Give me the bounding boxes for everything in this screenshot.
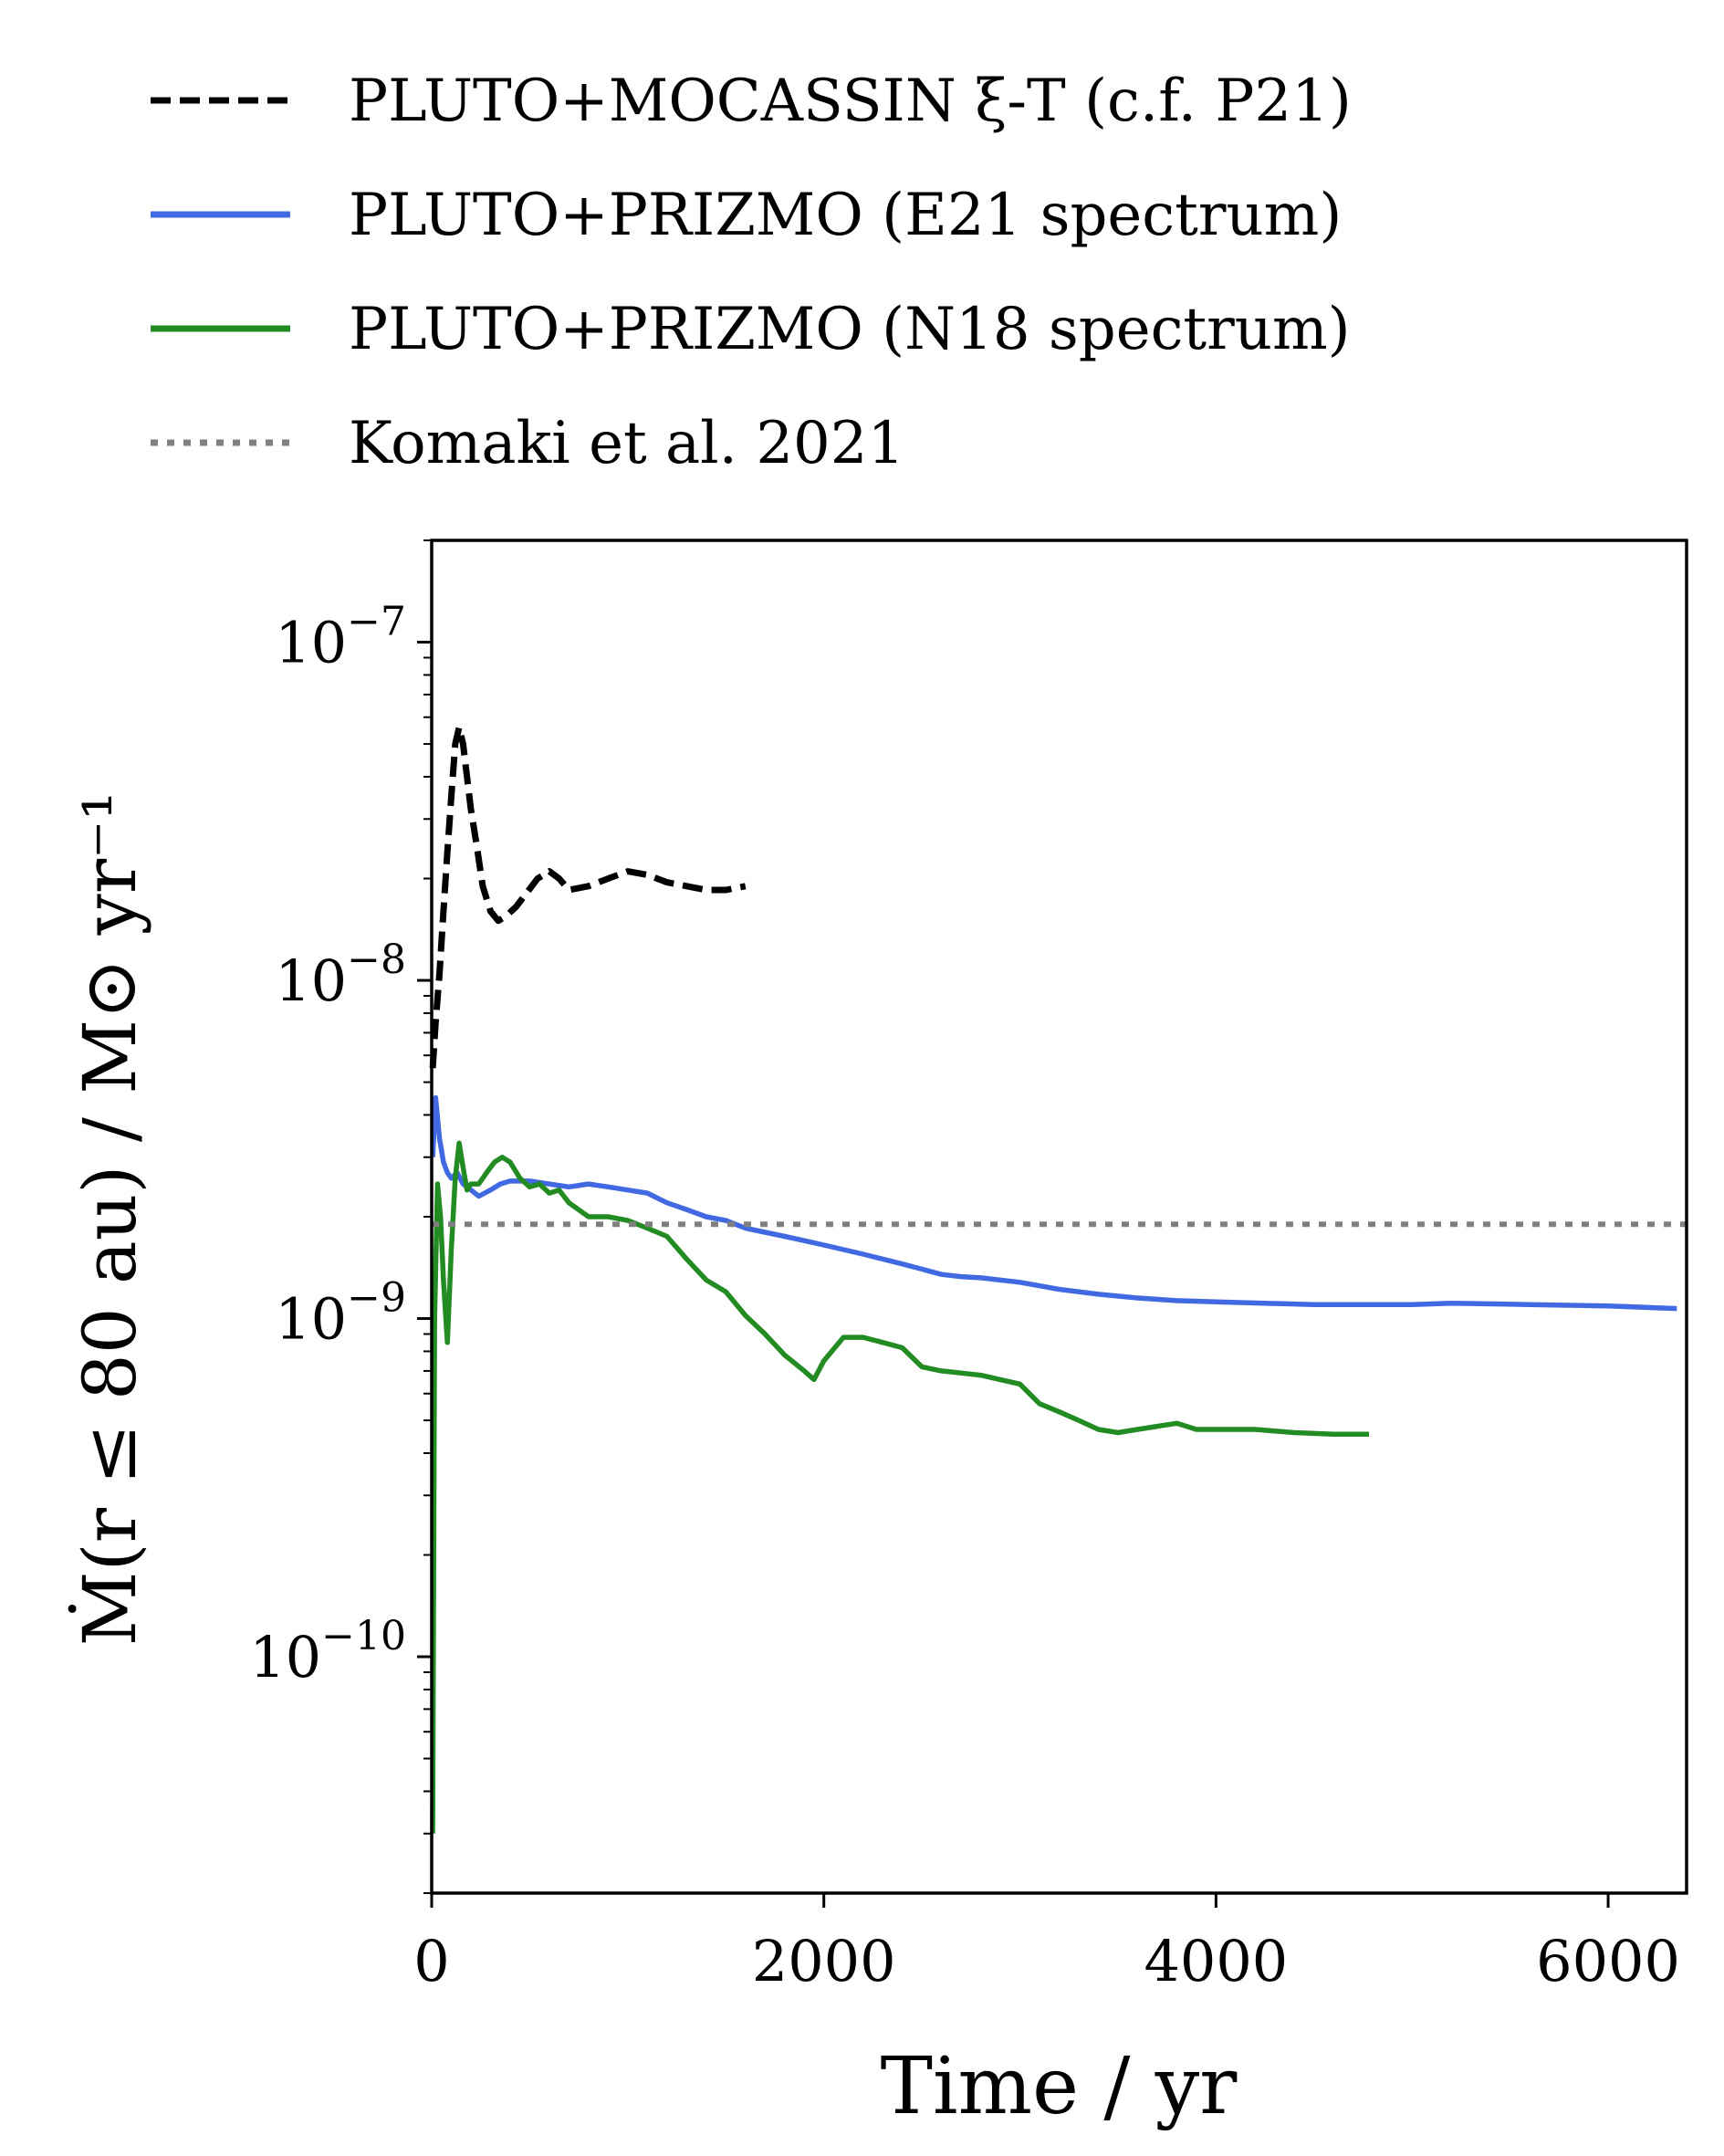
series-layer	[429, 724, 1687, 1834]
x-tick-label: 0	[413, 1928, 449, 1994]
legend-label-2: PLUTO+PRIZMO (N18 spectrum)	[349, 296, 1351, 363]
y-tick-label: 10−10	[249, 1613, 406, 1690]
x-axis-label: Time / yr	[881, 2041, 1238, 2132]
series-line-2	[430, 1140, 1369, 1834]
series-line-1	[430, 1094, 1677, 1312]
x-tick-label: 4000	[1144, 1928, 1288, 1994]
x-tick-label: 2000	[752, 1928, 896, 1994]
y-tick-label: 10−7	[275, 599, 406, 676]
series-line-0	[429, 724, 747, 1069]
x-tick-label: 6000	[1536, 1928, 1680, 1994]
legend-label-3: Komaki et al. 2021	[349, 410, 904, 477]
y-tick-label: 10−9	[275, 1275, 406, 1353]
legend: PLUTO+MOCASSIN ξ-T (c.f. P21) PLUTO+PRIZM…	[151, 68, 1352, 477]
legend-label-0: PLUTO+MOCASSIN ξ-T (c.f. P21)	[349, 68, 1352, 135]
y-axis-label: Ṁ(r ≤ 80 au) / M⊙ yr⁻¹	[67, 791, 152, 1647]
ticks-layer: 0 2000 4000 6000 10−7 10−8 10−9 10−10	[249, 539, 1680, 1994]
legend-label-1: PLUTO+PRIZMO (E21 spectrum)	[349, 182, 1342, 249]
y-tick-label: 10−8	[275, 937, 406, 1014]
